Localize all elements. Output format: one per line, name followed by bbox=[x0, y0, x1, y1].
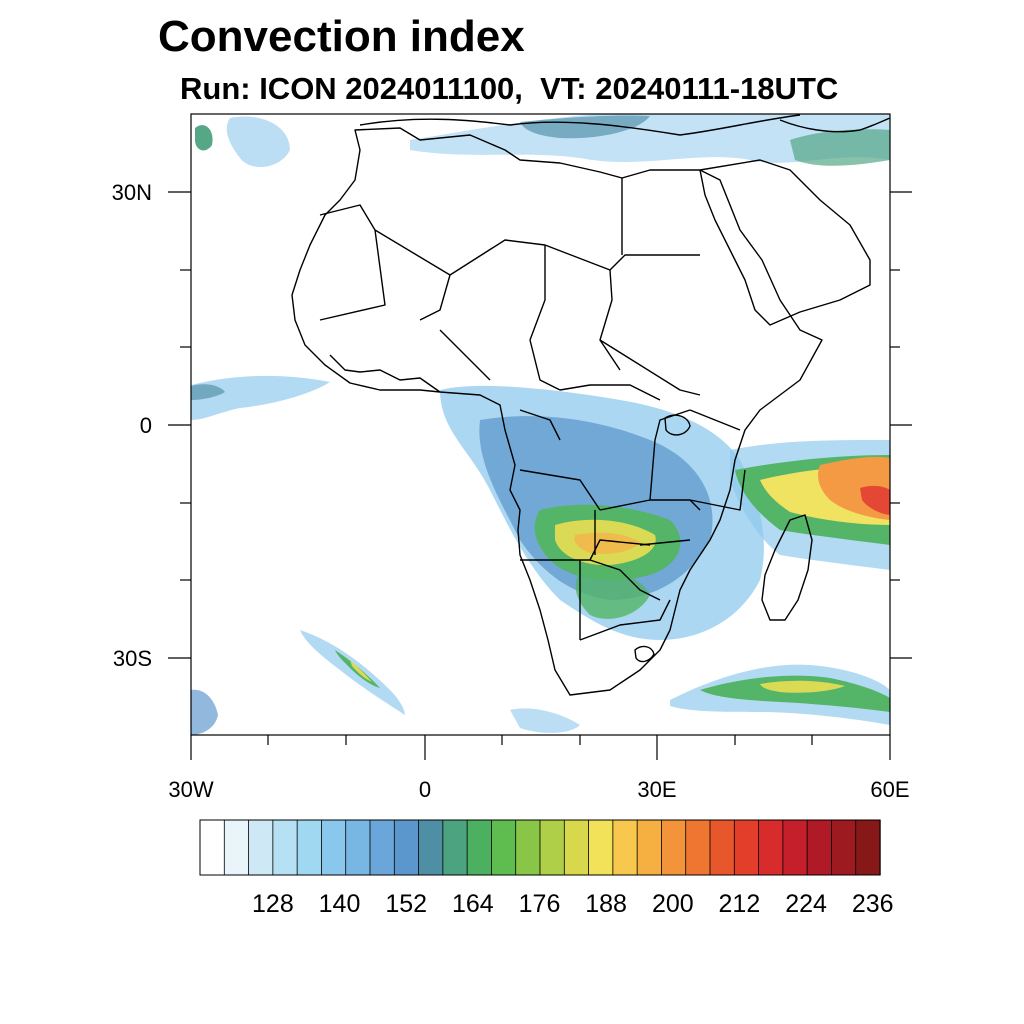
colorbar-swatch bbox=[515, 819, 541, 876]
border-lines-south bbox=[520, 469, 746, 641]
field-nw-patch bbox=[226, 116, 290, 168]
colorbar-swatch bbox=[588, 819, 614, 876]
colorbar-swatch bbox=[636, 819, 663, 876]
colorbar-swatch bbox=[223, 819, 250, 876]
colorbar-swatch bbox=[491, 819, 517, 876]
colorbar-label: 176 bbox=[519, 890, 561, 918]
colorbar-swatch bbox=[661, 819, 687, 876]
field-se-band-core bbox=[700, 675, 890, 712]
colorbar-label: 212 bbox=[719, 890, 761, 918]
field-nw-core bbox=[195, 125, 213, 151]
colorbar-label: 164 bbox=[452, 890, 494, 918]
lon-label-30w: 30W bbox=[168, 777, 213, 802]
lat-label-30s: 30S bbox=[113, 646, 152, 671]
field-north-band-core bbox=[520, 115, 650, 139]
colorbar-swatch bbox=[758, 819, 784, 876]
colorbar-label: 128 bbox=[252, 890, 294, 918]
arabia-coastline bbox=[699, 159, 871, 326]
colorbar bbox=[199, 819, 881, 876]
map-subtitle: Run: ICON 2024011100, VT: 20240111-18UTC bbox=[180, 71, 839, 106]
field-west-equatorial bbox=[191, 375, 330, 420]
lon-label-60e: 60E bbox=[870, 777, 909, 802]
field-east-north bbox=[790, 129, 890, 166]
colorbar-swatch bbox=[855, 819, 881, 876]
colorbar-swatch bbox=[296, 819, 323, 876]
lon-label-30e: 30E bbox=[637, 777, 676, 802]
mediterranean-north bbox=[359, 114, 801, 136]
colorbar-label: 236 bbox=[852, 890, 894, 918]
tick-marks bbox=[168, 191, 912, 760]
colorbar-outline bbox=[199, 819, 881, 876]
colorbar-swatch bbox=[272, 819, 298, 876]
lake-victoria bbox=[664, 414, 691, 436]
field-se-band-yellow bbox=[760, 680, 845, 693]
colorbar-label: 188 bbox=[585, 890, 627, 918]
lesotho bbox=[634, 645, 655, 663]
caspian-black-sea bbox=[779, 117, 890, 133]
colorbar-swatch bbox=[369, 819, 395, 876]
colorbar-swatch bbox=[612, 819, 638, 876]
colorbar-swatch bbox=[442, 819, 468, 876]
border-lines-central bbox=[439, 329, 741, 511]
colorbar-swatch bbox=[345, 819, 371, 876]
field-sw-corner bbox=[191, 689, 218, 735]
colorbar-swatch bbox=[831, 819, 857, 876]
convection-field bbox=[191, 114, 890, 735]
colorbar-swatch bbox=[199, 819, 225, 876]
colorbar-labels: 128 140 152 164 176 188 200 212 224 236 bbox=[252, 890, 894, 918]
colorbar-swatch bbox=[418, 819, 444, 876]
coastlines bbox=[291, 114, 890, 696]
colorbar-swatch bbox=[806, 819, 833, 876]
colorbar-swatch bbox=[563, 819, 590, 876]
border-lines-north bbox=[319, 178, 700, 371]
colorbar-swatch bbox=[733, 819, 760, 876]
lat-label-0: 0 bbox=[140, 413, 152, 438]
lat-label-30n: 30N bbox=[112, 180, 152, 205]
colorbar-swatch bbox=[685, 819, 711, 876]
field-indian-red bbox=[860, 485, 890, 515]
colorbar-label: 140 bbox=[319, 890, 361, 918]
colorbar-swatch bbox=[539, 819, 565, 876]
colorbar-swatch bbox=[248, 819, 274, 876]
madagascar bbox=[761, 514, 813, 621]
colorbar-swatch bbox=[466, 819, 493, 876]
map-title: Convection index bbox=[158, 12, 525, 61]
colorbar-label: 152 bbox=[385, 890, 427, 918]
colorbar-label: 224 bbox=[785, 890, 827, 918]
west-africa-coast-detail bbox=[329, 354, 441, 393]
field-sa-streak-yellow bbox=[350, 660, 372, 682]
field-sa-streak bbox=[300, 630, 405, 715]
field-south-bottom bbox=[510, 708, 580, 733]
field-zambia-orange bbox=[574, 532, 640, 554]
field-west-core bbox=[191, 384, 225, 400]
colorbar-swatch bbox=[321, 819, 347, 876]
colorbar-swatch bbox=[782, 819, 808, 876]
plot-area bbox=[191, 114, 890, 735]
lon-label-0: 0 bbox=[419, 777, 431, 802]
colorbar-swatch bbox=[393, 819, 420, 876]
colorbar-swatch bbox=[709, 819, 735, 876]
colorbar-label: 200 bbox=[652, 890, 694, 918]
